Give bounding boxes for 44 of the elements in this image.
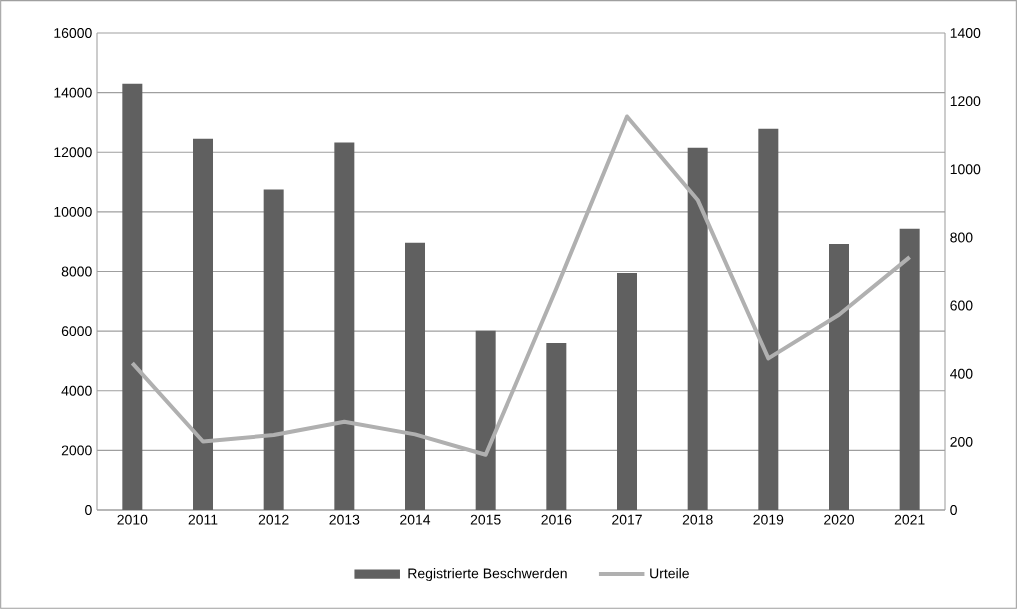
x-tick-label: 2012 [258,514,289,525]
y2-tick-label: 1400 [950,28,981,38]
y-tick-label: 8000 [61,266,92,277]
bar [405,242,426,510]
bar [758,128,779,510]
bar [829,244,849,510]
y2-tick-label: 600 [950,300,973,311]
x-tick-label: 2018 [682,514,713,525]
x-tick-label: 2011 [188,514,218,525]
x-tick-label: 2019 [753,514,784,525]
x-tick-label: 2010 [117,514,148,525]
y-tick-label: 12000 [54,147,92,158]
bar [687,147,708,510]
bar [617,272,637,510]
x-tick-label: 2015 [470,514,501,525]
legend-label: Urteile [650,568,689,579]
y2-tick-label: 200 [950,436,973,447]
y-tick-label: 0 [85,505,92,515]
bar [899,228,920,510]
bar [122,83,143,510]
x-tick-label: 2013 [329,514,360,525]
x-tick-label: 2020 [824,514,855,525]
bar [546,343,567,510]
bar [193,138,213,510]
line-series [130,114,912,457]
bar [475,330,496,510]
x-tick-label: 2016 [541,514,572,525]
y-tick-label: 2000 [61,445,92,456]
bar [334,142,355,510]
x-tick-label: 2014 [400,514,431,525]
y2-tick-label: 1000 [950,164,981,175]
y-tick-label: 14000 [54,87,92,98]
y-tick-label: 4000 [61,385,92,396]
y2-tick-label: 800 [950,232,973,243]
bar [263,189,284,510]
x-tick-label: 2017 [612,514,642,525]
y2-tick-label: 0 [950,505,957,515]
y2-tick-label: 1200 [950,96,981,107]
y-tick-label: 10000 [54,206,92,217]
y-tick-label: 16000 [54,28,92,38]
y2-tick-label: 400 [950,368,973,379]
legend-label: Registrierte Beschwerden [408,568,567,582]
y-tick-label: 6000 [61,326,92,337]
x-tick-label: 2021 [894,514,925,525]
